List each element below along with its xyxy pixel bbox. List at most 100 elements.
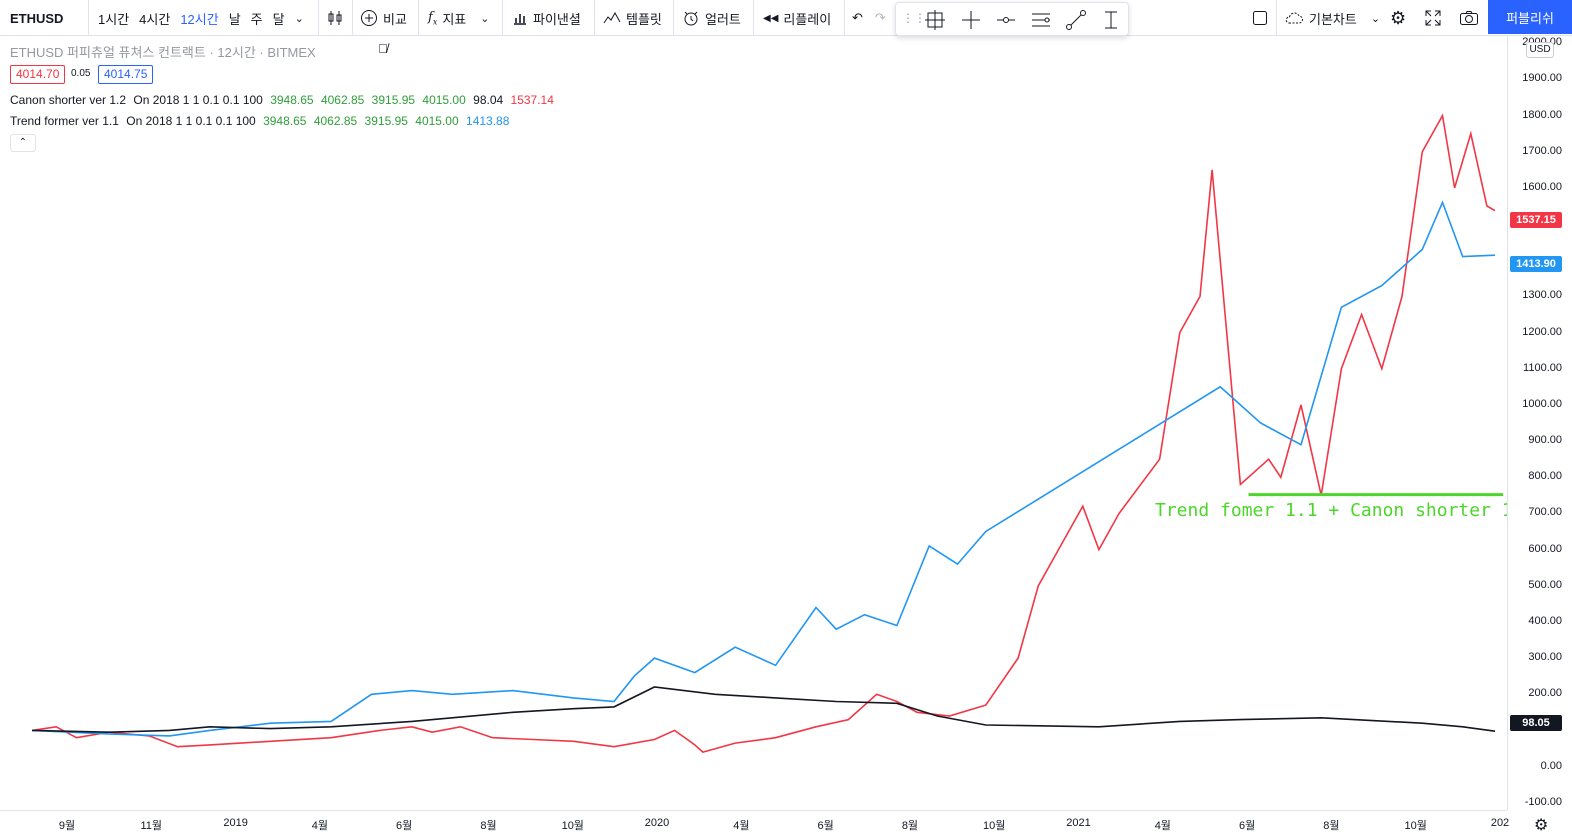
interval-day[interactable]: 날 xyxy=(228,11,241,27)
time-tick-label: 10월 xyxy=(561,820,584,832)
series-line[interactable] xyxy=(31,686,1496,734)
toolbar-divider xyxy=(844,0,845,36)
price-tick-label: 1300.00 xyxy=(1522,289,1562,302)
series-line[interactable] xyxy=(31,113,1496,753)
layout-menu-button[interactable]: 기본차트 ⌄ xyxy=(1284,0,1380,36)
indicator-legend-row[interactable]: Trend former ver 1.1 On 2018 1 1 0.1 0.1… xyxy=(10,114,513,128)
indicators-button[interactable]: fx 지표 ⌄ xyxy=(428,0,489,36)
price-tick-label: 900.00 xyxy=(1528,434,1562,447)
indicator-value: 4015.00 xyxy=(415,114,459,128)
price-axis[interactable]: 2000.001900.001800.001700.001600.001500.… xyxy=(1507,36,1572,810)
interval-group: 1시간 4시간 12시간 날 주 달 ⌄ xyxy=(98,0,304,36)
indicator-value: 4015.00 xyxy=(422,93,466,107)
price-tick-label: 0.00 xyxy=(1540,759,1562,772)
snapshot-button[interactable] xyxy=(1459,0,1479,36)
bid-price-box[interactable]: 4014.70 xyxy=(10,65,66,84)
indicator-params: On 2018 1 1 0.1 0.1 100 xyxy=(133,93,263,107)
crosshair-icon[interactable] xyxy=(960,9,982,31)
series-line[interactable] xyxy=(31,200,1496,737)
price-tick-label: 1900.00 xyxy=(1522,72,1562,85)
chart-plot-area[interactable] xyxy=(0,36,1507,810)
toolbar-divider xyxy=(418,0,419,36)
symbol-search-button[interactable]: ETHUSD xyxy=(10,0,63,36)
compare-label: 비교 xyxy=(383,11,407,27)
time-tick-label: 9월 xyxy=(58,820,76,832)
time-tick-label: 6월 xyxy=(1238,820,1256,832)
toolbar-divider xyxy=(502,0,503,36)
cloud-icon xyxy=(1285,12,1303,24)
drag-handle-icon[interactable]: ⋮⋮ xyxy=(902,11,926,25)
toolbar-divider xyxy=(753,0,754,36)
horizontal-line-icon[interactable] xyxy=(995,9,1017,31)
hide-eye-icon[interactable]: 👁̸ xyxy=(378,41,388,56)
layout-label: 기본차트 xyxy=(1309,11,1357,27)
gear-icon: ⚙ xyxy=(1390,7,1407,28)
replay-button[interactable]: ◀◀ 리플레이 xyxy=(763,0,831,36)
interval-month[interactable]: 달 xyxy=(272,11,285,27)
indicator-value: 3948.65 xyxy=(270,93,314,107)
parallel-lines-icon[interactable] xyxy=(1030,9,1052,31)
expand-icon xyxy=(1425,10,1441,26)
price-tick-label: 700.00 xyxy=(1528,506,1562,519)
ask-price-box[interactable]: 4014.75 xyxy=(98,65,154,84)
text-cursor-icon[interactable] xyxy=(1100,9,1122,31)
time-tick-label: 6월 xyxy=(817,820,834,832)
financials-button[interactable]: 파이낸셜 xyxy=(512,0,581,36)
time-tick-label: 8월 xyxy=(480,820,497,832)
fullscreen-layout-button[interactable] xyxy=(1252,0,1268,36)
legend-collapse-button[interactable]: ⌃ xyxy=(10,134,36,152)
financials-label: 파이낸셜 xyxy=(533,11,581,27)
price-tick-label: 600.00 xyxy=(1528,542,1562,555)
toolbar-divider xyxy=(1276,0,1277,36)
time-tick-label: 2019 xyxy=(223,817,248,829)
chart-type-button[interactable] xyxy=(326,0,344,36)
time-tick-label: 8월 xyxy=(901,820,919,832)
last-price-label-black: 98.05 xyxy=(1510,715,1562,731)
time-axis[interactable]: 9월 11월 2019 4월 6월 8월 10월 2020 4월 6월 8월 10월 2021 4월 6월 8… xyxy=(0,810,1509,840)
price-tick-label: 1000.00 xyxy=(1522,397,1562,410)
indicator-name: Trend former ver 1.1 xyxy=(10,114,119,128)
indicator-params: On 2018 1 1 0.1 0.1 100 xyxy=(126,114,256,128)
toolbar-divider xyxy=(673,0,674,36)
alert-button[interactable]: 얼러트 xyxy=(682,0,741,36)
settings-button[interactable]: ⚙ xyxy=(1390,0,1406,36)
price-tick-label: 1200.00 xyxy=(1522,325,1562,338)
last-price-label-blue: 1413.90 xyxy=(1510,256,1562,272)
frame-tool-icon[interactable] xyxy=(924,9,946,31)
indicator-legend-row[interactable]: Canon shorter ver 1.2 On 2018 1 1 0.1 0.… xyxy=(10,93,558,107)
undo-icon[interactable]: ↶ xyxy=(852,10,863,25)
currency-label[interactable]: USD xyxy=(1526,42,1554,58)
compare-button[interactable]: 비교 xyxy=(360,0,407,36)
chevron-down-icon[interactable]: ⌄ xyxy=(480,12,490,25)
trend-line-icon[interactable] xyxy=(1065,9,1087,31)
price-tick-label: 200.00 xyxy=(1528,687,1562,700)
price-tick-label: 500.00 xyxy=(1528,578,1562,591)
chart-annotation-text[interactable]: Trend fomer 1.1 + Canon shorter 1.2 xyxy=(1155,500,1535,521)
time-tick-label: 8월 xyxy=(1323,820,1340,832)
price-tick-label: 1600.00 xyxy=(1522,180,1562,193)
fullscreen-button[interactable] xyxy=(1425,0,1441,36)
interval-week[interactable]: 주 xyxy=(250,11,263,27)
indicator-value: 3915.95 xyxy=(364,114,408,128)
candles-icon xyxy=(328,11,342,25)
indicator-value: 3948.65 xyxy=(263,114,307,128)
interval-1h[interactable]: 1시간 xyxy=(98,11,130,27)
indicator-value: 1413.88 xyxy=(466,114,510,128)
time-tick-label: 2021 xyxy=(1066,817,1091,829)
chevron-down-icon[interactable]: ⌄ xyxy=(294,12,304,25)
templates-label: 템플릿 xyxy=(626,11,662,27)
price-tick-label: 1700.00 xyxy=(1522,144,1562,157)
redo-icon[interactable]: ↷ xyxy=(874,10,886,25)
price-tick-label: 800.00 xyxy=(1528,470,1562,483)
interval-12h[interactable]: 12시간 xyxy=(180,11,219,27)
price-tick-label: -100.00 xyxy=(1524,795,1562,808)
interval-4h[interactable]: 4시간 xyxy=(139,11,171,27)
indicator-value: 4062.85 xyxy=(320,93,365,107)
time-tick-label: 4월 xyxy=(311,820,328,832)
templates-button[interactable]: 템플릿 xyxy=(603,0,662,36)
last-price-label-red: 1537.15 xyxy=(1510,212,1562,228)
publish-button[interactable]: 퍼블리쉬 xyxy=(1488,0,1572,34)
spread-label: 0.05 xyxy=(71,68,91,79)
gear-icon[interactable]: ⚙ xyxy=(1534,817,1549,834)
